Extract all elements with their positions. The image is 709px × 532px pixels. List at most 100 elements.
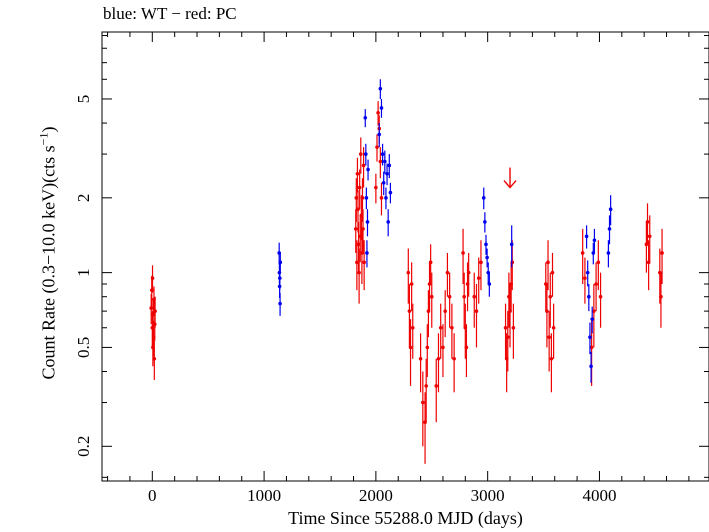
data-point — [487, 282, 492, 286]
y-axis-label-main: Count Rate (0.3−10.0 keV)(cts s — [38, 145, 59, 380]
data-point — [476, 276, 481, 280]
data-point — [585, 270, 590, 275]
data-point — [546, 260, 550, 265]
data-point — [386, 220, 390, 224]
data-point — [378, 159, 383, 164]
data-point — [429, 294, 434, 299]
data-point — [365, 251, 369, 255]
x-axis-label: Time Since 55288.0 MJD (days) — [288, 508, 523, 528]
data-point — [377, 132, 382, 137]
data-point — [592, 238, 597, 243]
y-tick-label: 1 — [74, 268, 93, 277]
y-tick-label: 5 — [74, 95, 93, 104]
data-point — [366, 167, 370, 172]
data-point — [479, 260, 483, 265]
data-point — [425, 345, 430, 350]
x-tick-label: 3000 — [471, 486, 505, 505]
data-point — [608, 207, 613, 212]
data-point — [424, 384, 428, 388]
data-point — [580, 251, 585, 255]
data-point — [589, 345, 594, 350]
data-point — [364, 152, 368, 156]
data-point — [592, 309, 596, 313]
data-point — [374, 185, 378, 190]
data-point — [548, 294, 553, 299]
data-point — [606, 251, 611, 255]
data-point — [353, 227, 358, 231]
data-point — [485, 255, 489, 260]
y-tick-label: 0.2 — [74, 436, 93, 457]
y-axis-label-end: ) — [38, 126, 59, 133]
x-tick-label: 1000 — [247, 486, 281, 505]
data-point — [547, 335, 551, 339]
data-point — [483, 220, 487, 224]
data-point — [278, 301, 282, 306]
data-point — [428, 260, 433, 265]
data-point — [363, 115, 368, 120]
data-point — [447, 294, 452, 299]
data-point — [587, 294, 591, 299]
data-point — [278, 260, 283, 265]
data-point — [380, 152, 385, 156]
data-point — [375, 145, 379, 149]
data-point — [418, 356, 423, 361]
data-point — [484, 242, 488, 247]
data-point — [409, 282, 414, 286]
upper-limit-arrowhead — [503, 180, 517, 189]
data-point — [406, 270, 411, 275]
data-point — [481, 196, 486, 200]
data-point — [358, 152, 363, 156]
data-point — [357, 270, 361, 275]
data-point — [434, 384, 439, 388]
data-point — [356, 207, 360, 212]
data-point — [503, 325, 508, 330]
y-axis-label: Count Rate (0.3−10.0 keV)(cts s−1) — [37, 127, 60, 380]
data-point — [583, 276, 587, 280]
data-point — [584, 234, 589, 239]
data-point — [450, 325, 454, 330]
data-point — [660, 251, 664, 255]
data-point — [466, 270, 471, 275]
y-tick-label: 2 — [74, 194, 93, 203]
data-point — [387, 163, 392, 168]
y-axis-label-exponent: −1 — [36, 132, 51, 146]
data-point — [441, 345, 445, 350]
data-point — [607, 227, 612, 231]
x-tick-label: 2000 — [359, 486, 393, 505]
chart-title: blue: WT − red: PC — [103, 4, 237, 23]
data-point — [509, 242, 514, 247]
data-point — [589, 364, 593, 369]
y-tick-label: 0.5 — [74, 337, 93, 358]
data-point — [385, 171, 389, 176]
data-point — [438, 325, 443, 330]
data-point — [549, 356, 554, 361]
data-point — [364, 196, 369, 200]
data-point — [551, 325, 556, 330]
data-point — [452, 356, 456, 361]
data-point — [472, 294, 477, 299]
data-point — [545, 309, 549, 313]
data-point — [381, 180, 386, 185]
data-point — [408, 345, 413, 350]
data-point — [384, 196, 388, 200]
data-point — [511, 325, 516, 330]
data-point — [378, 86, 383, 91]
data-point — [383, 159, 387, 164]
data-point — [355, 171, 360, 176]
data-point — [361, 163, 366, 168]
data-point — [278, 276, 282, 280]
data-point — [355, 260, 359, 265]
data-point — [388, 190, 393, 195]
data-point — [357, 185, 362, 190]
data-point — [464, 345, 469, 350]
data-point — [596, 260, 601, 265]
data-point — [356, 242, 361, 247]
data-point — [360, 196, 365, 200]
data-point — [436, 356, 441, 361]
data-point — [153, 309, 157, 313]
data-point — [354, 196, 359, 200]
data-point — [647, 234, 652, 239]
data-point — [461, 251, 465, 255]
data-point — [659, 294, 663, 299]
